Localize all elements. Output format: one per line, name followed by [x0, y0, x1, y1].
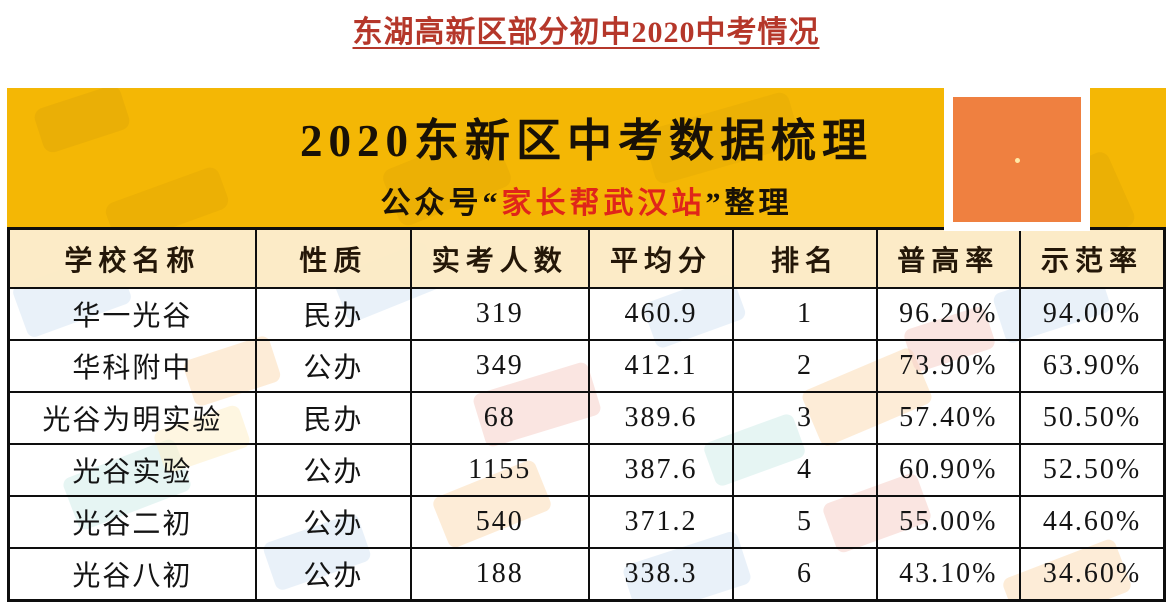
cell-average-score: 412.1 [587, 339, 735, 393]
center-dot [1015, 157, 1020, 163]
table-row: 光谷为明实验 民办 68 389.6 3 57.40% 50.50% [7, 391, 1166, 445]
col-header-school-name: 学校名称 [7, 227, 257, 289]
cell-demonstration-rate: 34.60% [1018, 547, 1166, 602]
col-header-general-hs-rate: 普高率 [875, 227, 1021, 289]
cell-general-hs-rate: 55.00% [875, 495, 1021, 549]
cell-type: 公办 [254, 547, 412, 602]
banner-title: 2020东新区中考数据梳理 [299, 116, 873, 166]
cell-average-score: 387.6 [587, 443, 735, 497]
results-table: 学校名称 性质 实考人数 平均分 排名 普高率 示范率 华一光谷 民办 319 [7, 227, 1166, 602]
cell-rank: 2 [732, 339, 878, 393]
cell-type: 民办 [254, 391, 412, 445]
table-body: 华一光谷 民办 319 460.9 1 96.20% 94.00% 华科附中 公… [7, 287, 1166, 602]
cell-demonstration-rate: 44.60% [1018, 495, 1166, 549]
banner-subtitle-prefix: 公众号“ [380, 187, 502, 220]
cell-school-name: 光谷为明实验 [7, 391, 257, 445]
cell-general-hs-rate: 43.10% [875, 547, 1021, 602]
cell-examinees: 349 [409, 339, 590, 393]
cell-school-name: 华一光谷 [7, 287, 257, 341]
cell-type: 公办 [254, 495, 412, 549]
orange-square [953, 97, 1081, 222]
cell-school-name: 光谷八初 [7, 547, 257, 602]
table-row: 华一光谷 民办 319 460.9 1 96.20% 94.00% [7, 287, 1166, 341]
cell-rank: 1 [732, 287, 878, 341]
infographic-sheet: 2020东新区中考数据梳理 公众号“家长帮武汉站”整理 [7, 88, 1166, 607]
cell-examinees: 188 [409, 547, 590, 602]
cell-examinees: 319 [409, 287, 590, 341]
page-title: 东湖高新区部分初中2020中考情况 [352, 16, 820, 49]
cell-rank: 5 [732, 495, 878, 549]
cell-demonstration-rate: 52.50% [1018, 443, 1166, 497]
col-header-demonstration-rate: 示范率 [1018, 227, 1166, 289]
cell-general-hs-rate: 60.90% [875, 443, 1021, 497]
cell-examinees: 540 [409, 495, 590, 549]
table-row: 光谷实验 公办 1155 387.6 4 60.90% 52.50% [7, 443, 1166, 497]
banner-subtitle: 公众号“家长帮武汉站”整理 [7, 178, 1166, 222]
header-row: 学校名称 性质 实考人数 平均分 排名 普高率 示范率 [7, 227, 1166, 289]
col-header-rank: 排名 [732, 227, 878, 289]
cell-rank: 6 [732, 547, 878, 602]
cell-demonstration-rate: 50.50% [1018, 391, 1166, 445]
qr-code-placeholder [944, 88, 1090, 231]
col-header-average-score: 平均分 [587, 227, 735, 289]
cell-rank: 4 [732, 443, 878, 497]
cell-school-name: 光谷实验 [7, 443, 257, 497]
cell-type: 公办 [254, 443, 412, 497]
cell-type: 民办 [254, 287, 412, 341]
table-row: 光谷八初 公办 188 338.3 6 43.10% 34.60% [7, 547, 1166, 602]
table-row: 华科附中 公办 349 412.1 2 73.90% 63.90% [7, 339, 1166, 393]
table-area: 学校名称 性质 实考人数 平均分 排名 普高率 示范率 华一光谷 民办 319 [7, 227, 1166, 602]
cell-rank: 3 [732, 391, 878, 445]
cell-general-hs-rate: 73.90% [875, 339, 1021, 393]
cell-average-score: 460.9 [587, 287, 735, 341]
cell-school-name: 华科附中 [7, 339, 257, 393]
cell-examinees: 1155 [409, 443, 590, 497]
cell-average-score: 338.3 [587, 547, 735, 602]
col-header-type: 性质 [254, 227, 412, 289]
table-row: 光谷二初 公办 540 371.2 5 55.00% 44.60% [7, 495, 1166, 549]
banner-subtitle-highlight: 家长帮武汉站 [501, 187, 706, 220]
cell-demonstration-rate: 94.00% [1018, 287, 1166, 341]
cell-average-score: 371.2 [587, 495, 735, 549]
banner-subtitle-suffix: ”整理 [705, 187, 793, 220]
cell-demonstration-rate: 63.90% [1018, 339, 1166, 393]
cell-school-name: 光谷二初 [7, 495, 257, 549]
cell-examinees: 68 [409, 391, 590, 445]
col-header-examinees: 实考人数 [409, 227, 590, 289]
cell-average-score: 389.6 [587, 391, 735, 445]
cell-type: 公办 [254, 339, 412, 393]
cell-general-hs-rate: 96.20% [875, 287, 1021, 341]
cell-general-hs-rate: 57.40% [875, 391, 1021, 445]
